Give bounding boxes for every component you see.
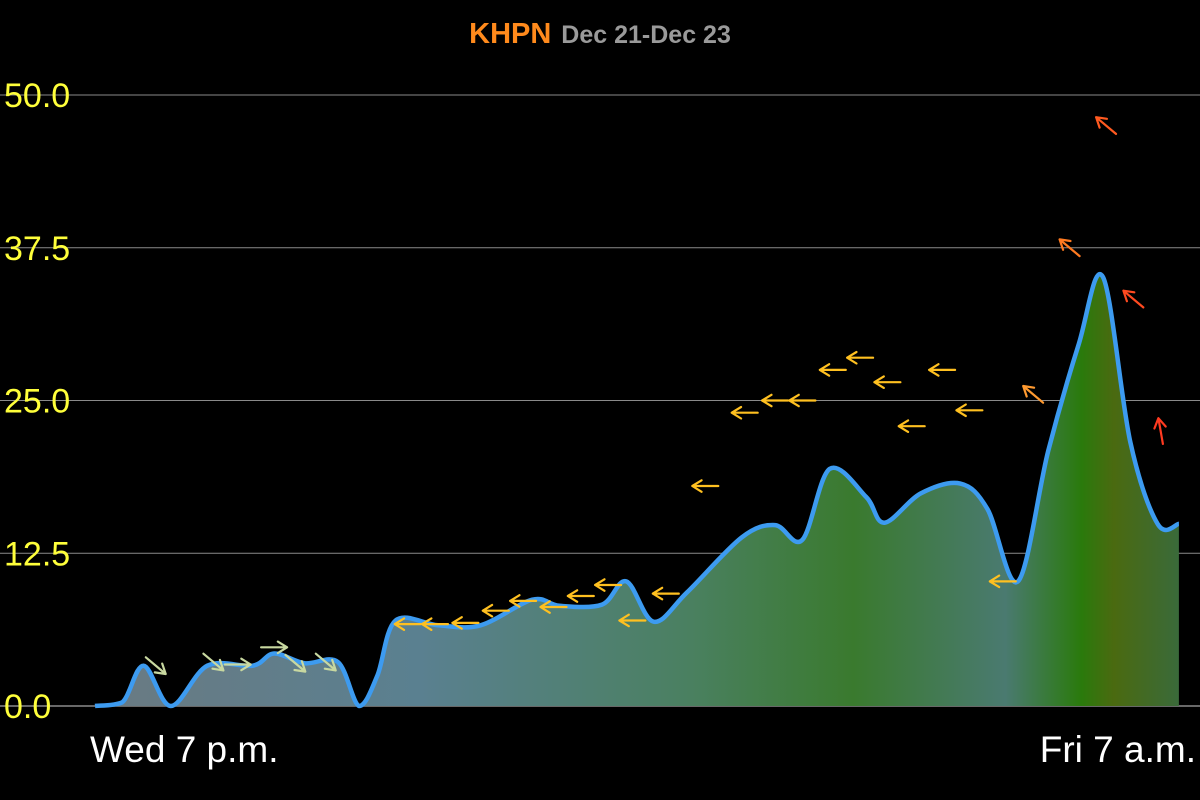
wind-direction-arrow-icon bbox=[988, 574, 1017, 589]
wind-direction-arrow-icon bbox=[651, 586, 680, 601]
wind-speed-area bbox=[95, 274, 1179, 706]
y-tick-label: 12.5 bbox=[4, 535, 70, 573]
x-tick-label-end: Fri 7 a.m. bbox=[1040, 729, 1196, 770]
wind-direction-arrow-icon bbox=[451, 616, 480, 630]
wind-direction-arrow-icon bbox=[509, 594, 538, 608]
date-range-subtitle: Dec 21-Dec 23 bbox=[561, 21, 731, 49]
wind-direction-arrow-icon bbox=[818, 363, 847, 377]
wind-direction-arrow-icon bbox=[618, 613, 647, 628]
y-tick-label: 50.0 bbox=[4, 77, 70, 115]
y-tick-label: 0.0 bbox=[4, 688, 51, 726]
wind-direction-arrow-icon bbox=[955, 403, 984, 418]
y-tick-label: 25.0 bbox=[4, 383, 70, 421]
wind-direction-arrow-icon bbox=[897, 419, 926, 433]
wind-direction-arrow-icon bbox=[730, 405, 759, 420]
wind-direction-arrow-icon bbox=[594, 578, 623, 592]
wind-direction-arrow-icon bbox=[1095, 116, 1118, 135]
wind-direction-arrow-icon bbox=[284, 653, 307, 673]
wind-direction-arrow-icon bbox=[1122, 289, 1145, 309]
wind-direction-arrow-icon bbox=[761, 393, 790, 408]
wind-direction-arrow-icon bbox=[873, 375, 902, 389]
wind-direction-arrow-icon bbox=[202, 652, 225, 672]
wind-direction-arrow-icon bbox=[788, 393, 817, 408]
wind-direction-arrow-icon bbox=[539, 600, 568, 614]
wind-direction-arrow-icon bbox=[1022, 384, 1045, 404]
wind-direction-arrow-icon bbox=[1153, 417, 1167, 445]
chart-title-row: KHPN Dec 21-Dec 23 bbox=[0, 18, 1200, 51]
wind-direction-arrow-icon bbox=[481, 603, 510, 618]
station-title: KHPN bbox=[469, 18, 552, 50]
x-tick-label-start: Wed 7 p.m. bbox=[90, 729, 279, 770]
wind-direction-arrow-icon bbox=[144, 656, 167, 676]
wind-direction-arrow-icon bbox=[1058, 238, 1081, 258]
wind-direction-arrow-icon bbox=[928, 363, 957, 377]
wind-direction-arrow-icon bbox=[314, 652, 337, 672]
y-axis-ticks: 0.0 12.5 25.0 37.5 50.0 bbox=[4, 77, 70, 726]
wind-direction-arrow-icon bbox=[566, 589, 595, 603]
wind-direction-arrows bbox=[144, 116, 1167, 676]
wind-direction-arrow-icon bbox=[260, 640, 289, 655]
y-tick-label: 37.5 bbox=[4, 230, 70, 268]
wind-direction-arrow-icon bbox=[846, 350, 875, 365]
wind-direction-arrow-icon bbox=[691, 479, 720, 493]
wind-direction-arrow-icon bbox=[393, 617, 422, 631]
wind-direction-arrow-icon bbox=[420, 617, 450, 631]
wind-direction-arrow-icon bbox=[223, 657, 252, 672]
